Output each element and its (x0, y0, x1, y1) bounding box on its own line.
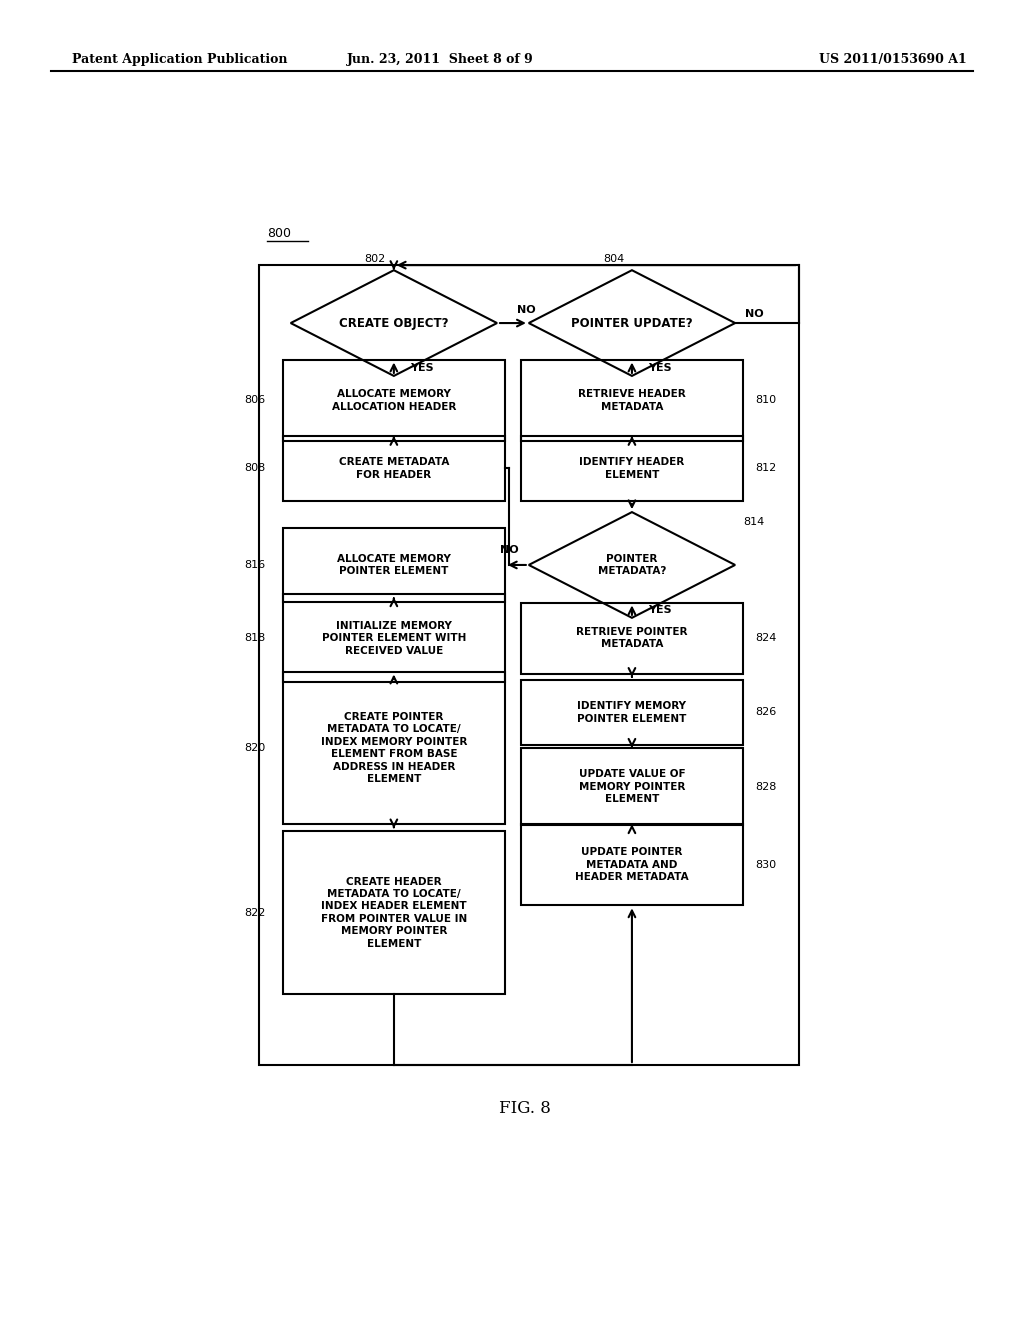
Text: 820: 820 (244, 743, 265, 752)
Text: CREATE METADATA
FOR HEADER: CREATE METADATA FOR HEADER (339, 457, 450, 479)
Text: UPDATE POINTER
METADATA AND
HEADER METADATA: UPDATE POINTER METADATA AND HEADER METAD… (575, 847, 689, 882)
Text: NO: NO (500, 545, 518, 554)
Text: 806: 806 (244, 395, 265, 405)
Text: YES: YES (648, 605, 672, 615)
Text: 818: 818 (244, 634, 265, 643)
Text: RETRIEVE HEADER
METADATA: RETRIEVE HEADER METADATA (579, 389, 686, 412)
Text: 828: 828 (755, 781, 776, 792)
Text: IDENTIFY HEADER
ELEMENT: IDENTIFY HEADER ELEMENT (580, 457, 685, 479)
Text: IDENTIFY MEMORY
POINTER ELEMENT: IDENTIFY MEMORY POINTER ELEMENT (578, 701, 687, 723)
Text: 814: 814 (743, 517, 764, 527)
Text: 802: 802 (365, 253, 386, 264)
Text: 812: 812 (755, 463, 776, 474)
Text: 824: 824 (755, 634, 776, 643)
Text: ALLOCATE MEMORY
ALLOCATION HEADER: ALLOCATE MEMORY ALLOCATION HEADER (332, 389, 456, 412)
Text: 804: 804 (603, 253, 624, 264)
Text: 808: 808 (244, 463, 265, 474)
Text: YES: YES (648, 363, 672, 372)
Text: ALLOCATE MEMORY
POINTER ELEMENT: ALLOCATE MEMORY POINTER ELEMENT (337, 554, 451, 576)
Text: UPDATE VALUE OF
MEMORY POINTER
ELEMENT: UPDATE VALUE OF MEMORY POINTER ELEMENT (579, 770, 685, 804)
Bar (283, 594, 505, 682)
Text: Jun. 23, 2011  Sheet 8 of 9: Jun. 23, 2011 Sheet 8 of 9 (347, 53, 534, 66)
Bar (521, 359, 743, 441)
Text: 816: 816 (244, 560, 265, 570)
Bar (521, 680, 743, 744)
Text: POINTER
METADATA?: POINTER METADATA? (598, 554, 667, 576)
Bar (521, 602, 743, 673)
Text: INITIALIZE MEMORY
POINTER ELEMENT WITH
RECEIVED VALUE: INITIALIZE MEMORY POINTER ELEMENT WITH R… (322, 620, 466, 656)
Bar (521, 824, 743, 906)
Text: 810: 810 (755, 395, 776, 405)
Text: 830: 830 (755, 859, 776, 870)
Text: 826: 826 (755, 708, 776, 717)
Text: NO: NO (517, 305, 536, 315)
Text: US 2011/0153690 A1: US 2011/0153690 A1 (819, 53, 967, 66)
Text: CREATE OBJECT?: CREATE OBJECT? (339, 317, 449, 330)
Bar (283, 359, 505, 441)
Bar (283, 436, 505, 500)
Text: 800: 800 (267, 227, 291, 240)
Text: CREATE HEADER
METADATA TO LOCATE/
INDEX HEADER ELEMENT
FROM POINTER VALUE IN
MEM: CREATE HEADER METADATA TO LOCATE/ INDEX … (321, 876, 467, 949)
Text: CREATE POINTER
METADATA TO LOCATE/
INDEX MEMORY POINTER
ELEMENT FROM BASE
ADDRES: CREATE POINTER METADATA TO LOCATE/ INDEX… (321, 711, 467, 784)
Text: 822: 822 (244, 908, 265, 917)
Text: NO: NO (744, 309, 763, 319)
Text: POINTER UPDATE?: POINTER UPDATE? (571, 317, 693, 330)
Bar (521, 436, 743, 500)
Bar (283, 528, 505, 602)
Text: RETRIEVE POINTER
METADATA: RETRIEVE POINTER METADATA (577, 627, 688, 649)
Bar (521, 748, 743, 825)
Text: Patent Application Publication: Patent Application Publication (72, 53, 287, 66)
Text: YES: YES (410, 363, 433, 372)
Bar (283, 672, 505, 824)
Text: FIG. 8: FIG. 8 (499, 1101, 551, 1117)
Bar (283, 832, 505, 994)
Bar (259, 265, 799, 1065)
